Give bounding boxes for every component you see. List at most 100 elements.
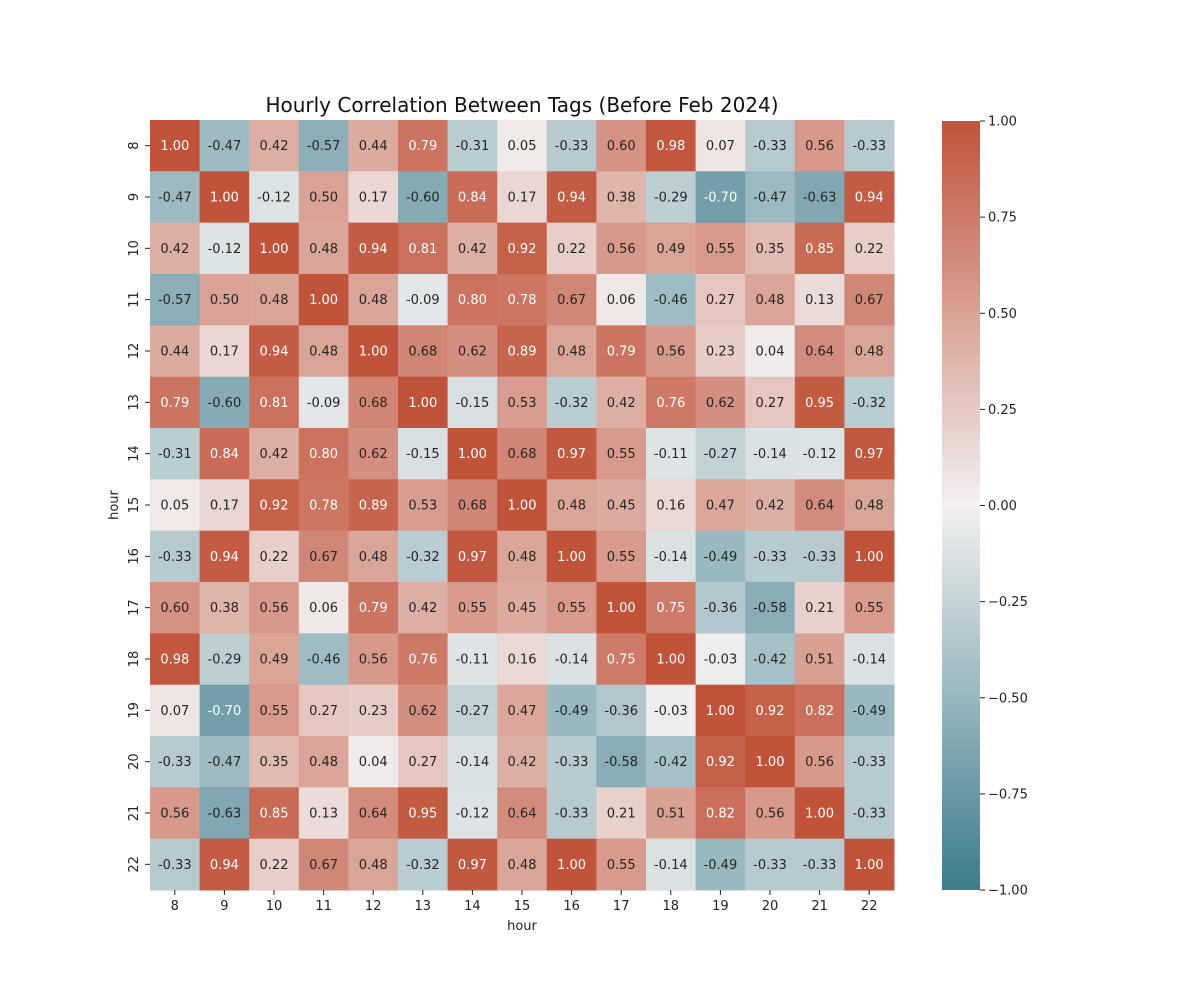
colorbar-tick-label: 0.75 [988, 211, 1017, 226]
cell-value-label: -0.09 [406, 293, 440, 308]
cell-value-label: 0.48 [508, 858, 537, 873]
heatmap-cells: 1.00 -0.47 0.42 -0.57 0.44 0.79 -0.31 0.05 -0.33… [150, 120, 895, 891]
cell-value-label: 0.07 [706, 139, 735, 154]
heatmap-cell [249, 736, 300, 788]
x-tick-label: 14 [464, 899, 481, 914]
cell-value-label: 0.92 [260, 499, 289, 514]
heatmap-cell [497, 171, 548, 224]
heatmap-cell [844, 376, 895, 429]
cell-value-label: 0.13 [309, 807, 338, 822]
cell-value-label: 1.00 [359, 345, 388, 360]
heatmap-cell [844, 325, 895, 378]
cell-value-label: -0.14 [852, 653, 886, 668]
heatmap-cell [150, 376, 201, 429]
heatmap-cell [298, 736, 349, 788]
heatmap-cell [596, 530, 647, 583]
cell-value-label: -0.47 [753, 191, 787, 206]
cell-value-label: 0.68 [458, 499, 487, 514]
heatmap-cell [646, 479, 697, 532]
cell-value-label: -0.15 [456, 396, 490, 411]
heatmap-cell [794, 171, 845, 224]
heatmap-cell [249, 274, 300, 326]
heatmap-cell [150, 274, 201, 326]
heatmap-cell [398, 274, 449, 326]
cell-value-label: 0.56 [756, 807, 785, 822]
heatmap-cell [348, 171, 399, 224]
cell-value-label: -0.47 [208, 755, 242, 770]
heatmap-cell [249, 582, 300, 634]
cell-value-label: 0.45 [508, 601, 537, 616]
cell-value-label: 0.47 [706, 499, 735, 514]
heatmap-cell [497, 787, 548, 840]
cell-value-label: 1.00 [706, 704, 735, 719]
heatmap-cell [249, 838, 300, 891]
heatmap-cell [794, 428, 845, 480]
cell-value-label: 0.27 [756, 396, 785, 411]
heatmap-cell [298, 325, 349, 378]
cell-value-label: 0.21 [607, 807, 636, 822]
cell-value-label: 0.49 [656, 242, 685, 257]
heatmap-cell [348, 376, 399, 429]
heatmap-cell [695, 530, 746, 583]
cell-value-label: 0.42 [260, 139, 289, 154]
y-tick-label: 17 [127, 599, 142, 616]
cell-value-label: 0.21 [805, 601, 834, 616]
heatmap-cell [596, 222, 647, 275]
cell-value-label: -0.33 [803, 550, 837, 565]
heatmap-cell [596, 582, 647, 634]
heatmap-cell [199, 838, 250, 891]
cell-value-label: 0.98 [160, 653, 189, 668]
cell-value-label: -0.33 [753, 139, 787, 154]
heatmap-cell [646, 120, 697, 172]
heatmap-cell [447, 838, 498, 891]
heatmap-cell [447, 582, 498, 634]
cell-value-label: 0.56 [805, 755, 834, 770]
y-tick-label: 11 [127, 291, 142, 308]
heatmap-cell [199, 120, 250, 172]
y-tick-label: 22 [127, 856, 142, 873]
cell-value-label: 0.56 [656, 345, 685, 360]
cell-value-label: -0.33 [803, 858, 837, 873]
y-tick-label: 19 [127, 702, 142, 719]
heatmap-cell [546, 222, 597, 275]
cell-value-label: -0.70 [704, 191, 738, 206]
heatmap-cell [150, 736, 201, 788]
heatmap-cell [546, 736, 597, 788]
x-tick-label: 9 [220, 899, 228, 914]
x-tick-label: 16 [563, 899, 580, 914]
cell-value-label: 0.79 [607, 345, 636, 360]
cell-value-label: -0.58 [604, 755, 638, 770]
cell-value-label: -0.29 [208, 653, 242, 668]
heatmap-cell [844, 684, 895, 737]
heatmap-cell [298, 684, 349, 737]
cell-value-label: -0.14 [753, 447, 787, 462]
heatmap-cell [348, 325, 399, 378]
heatmap-cell [298, 787, 349, 840]
heatmap-cell [348, 582, 399, 634]
y-tick-label: 8 [127, 142, 142, 150]
cell-value-label: 1.00 [607, 601, 636, 616]
cell-value-label: 0.80 [309, 447, 338, 462]
cell-value-label: 0.80 [458, 293, 487, 308]
heatmap-cell [844, 171, 895, 224]
colorbar-tick-label: 0.50 [988, 307, 1017, 322]
y-axis-label: hour [107, 489, 122, 519]
cell-value-label: 1.00 [557, 550, 586, 565]
cell-value-label: 0.56 [160, 807, 189, 822]
heatmap-cell [596, 325, 647, 378]
cell-value-label: 0.94 [359, 242, 388, 257]
cell-value-label: -0.33 [555, 139, 589, 154]
heatmap-cell [348, 274, 399, 326]
cell-value-label: 0.48 [508, 550, 537, 565]
heatmap-cell [447, 736, 498, 788]
heatmap-cell [546, 530, 597, 583]
x-tick-label: 19 [712, 899, 729, 914]
y-tick-label: 9 [127, 193, 142, 201]
cell-value-label: -0.31 [456, 139, 490, 154]
heatmap-cell [596, 171, 647, 224]
heatmap-cell [447, 428, 498, 480]
cell-value-label: 0.95 [805, 396, 834, 411]
cell-value-label: 0.94 [210, 550, 239, 565]
cell-value-label: 0.35 [260, 755, 289, 770]
heatmap-cell [150, 582, 201, 634]
